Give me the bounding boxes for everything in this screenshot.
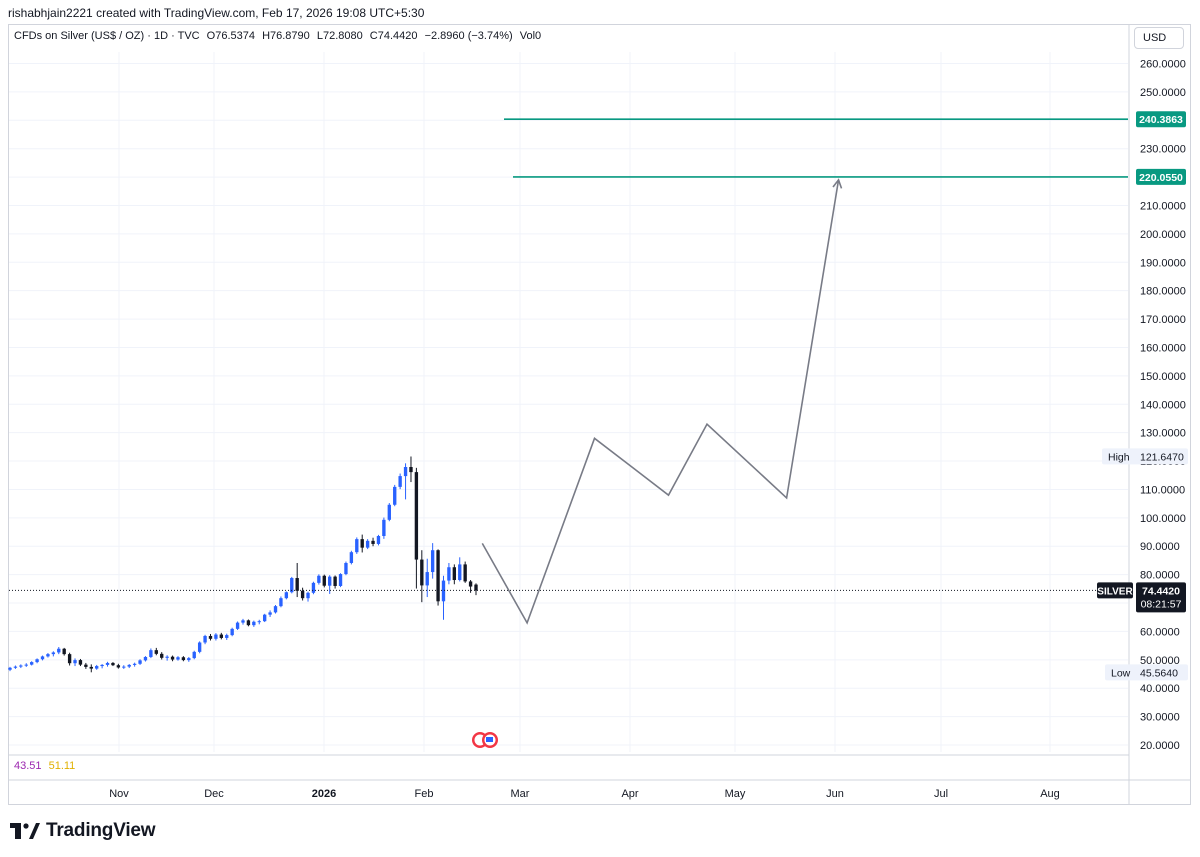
tradingview-logo[interactable]: TradingView <box>10 820 156 842</box>
legend-volume: Vol0 <box>519 30 542 42</box>
chart-frame <box>8 24 1191 805</box>
volume-value-b: 51.11 <box>48 760 76 772</box>
author-line: rishabhjain2221 created with TradingView… <box>8 6 425 20</box>
tradingview-logo-icon <box>10 823 40 839</box>
legend-close: C74.4420 <box>369 30 418 42</box>
symbol-title[interactable]: CFDs on Silver (US$ / OZ) · 1D · TVC <box>14 30 200 42</box>
legend-high: H76.8790 <box>262 30 310 42</box>
legend-low: L72.8080 <box>316 30 363 42</box>
chart-legend: CFDs on Silver (US$ / OZ) · 1D · TVC O76… <box>14 30 545 42</box>
volume-pane-values: 43.51 51.11 <box>14 760 75 772</box>
currency-button[interactable]: USD <box>1134 27 1184 49</box>
legend-open: O76.5374 <box>206 30 255 42</box>
legend-change: −2.8960 (−3.74%) <box>424 30 513 42</box>
brand-name: TradingView <box>46 820 156 841</box>
volume-value-a: 43.51 <box>14 760 42 772</box>
